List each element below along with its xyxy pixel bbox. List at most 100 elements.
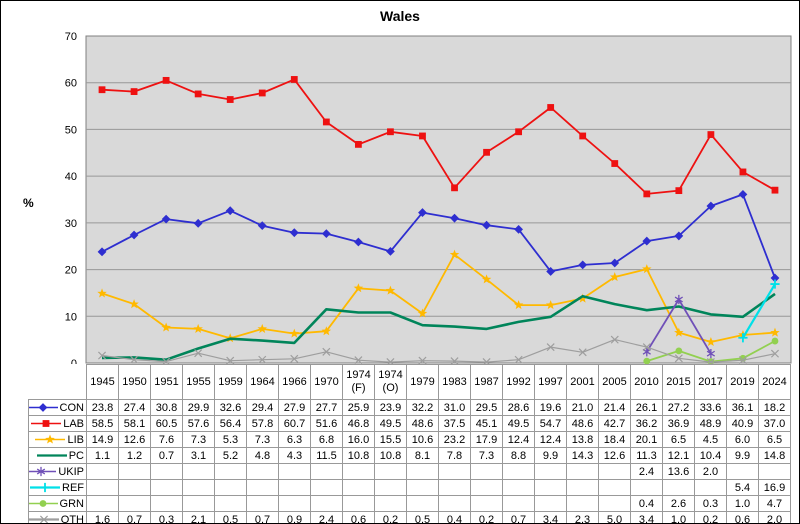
value-cell bbox=[150, 479, 183, 496]
year-header: 1966 bbox=[278, 364, 311, 400]
value-cell: 19.6 bbox=[534, 399, 567, 416]
LIB-marker-icon bbox=[321, 326, 332, 336]
value-cell: 0.2 bbox=[374, 511, 407, 523]
REF-legend-marker-icon bbox=[40, 482, 50, 493]
value-cell bbox=[502, 479, 535, 496]
value-cell: 10.4 bbox=[694, 447, 727, 464]
value-cell: 2.4 bbox=[310, 511, 343, 523]
value-cell: 4.7 bbox=[758, 495, 791, 512]
legend-key-REF: REF bbox=[28, 479, 87, 496]
y-tick-label: 30 bbox=[65, 218, 77, 230]
series-name: UKIP bbox=[58, 465, 84, 478]
value-cell bbox=[310, 479, 343, 496]
LIB-marker-icon bbox=[257, 323, 268, 333]
LAB-marker-icon bbox=[579, 132, 587, 140]
LAB-marker-icon bbox=[258, 89, 266, 97]
value-cell: 3.1 bbox=[182, 447, 215, 464]
value-cell bbox=[502, 463, 535, 480]
value-cell: 13.6 bbox=[662, 463, 695, 480]
legend-key-PC: PC bbox=[28, 447, 87, 464]
LIB-marker-icon bbox=[770, 327, 780, 337]
legend-key-UKIP: UKIP bbox=[28, 463, 87, 480]
value-cell bbox=[182, 479, 215, 496]
value-cell bbox=[182, 463, 215, 480]
CON-marker-icon bbox=[738, 189, 748, 199]
LAB-marker-icon bbox=[387, 128, 394, 136]
value-cell: 7.3 bbox=[182, 431, 215, 448]
value-cell: 14.3 bbox=[566, 447, 599, 464]
value-cell bbox=[342, 495, 375, 512]
value-cell bbox=[598, 479, 631, 496]
value-cell: 12.6 bbox=[598, 447, 631, 464]
table-row-LAB: LAB 58.5 58.1 60.5 57.6 56.4 57.8 60.7 51.6 46.8 4… bbox=[28, 415, 791, 432]
CON-marker-icon bbox=[578, 260, 588, 270]
OTH-marker-icon bbox=[194, 349, 203, 358]
LAB-marker-icon bbox=[643, 190, 651, 198]
LAB-marker-icon bbox=[675, 187, 683, 195]
value-cell: 29.9 bbox=[182, 399, 215, 416]
value-cell bbox=[150, 495, 183, 512]
series-name: LIB bbox=[67, 433, 84, 446]
OTH-marker-icon bbox=[97, 351, 107, 360]
value-cell bbox=[118, 479, 151, 496]
value-cell: 58.5 bbox=[86, 415, 119, 432]
value-cell: 36.2 bbox=[630, 415, 663, 432]
CON-marker-icon bbox=[129, 230, 139, 240]
OTH-marker-icon bbox=[546, 343, 555, 352]
value-cell: 1.6 bbox=[86, 511, 119, 523]
value-cell bbox=[374, 463, 407, 480]
value-cell: 45.1 bbox=[470, 415, 503, 432]
value-cell: 2.6 bbox=[662, 495, 695, 512]
value-cell: 6.5 bbox=[662, 431, 695, 448]
LAB-marker-icon bbox=[771, 186, 779, 194]
value-cell: 2.0 bbox=[758, 511, 791, 523]
OTH-marker-icon bbox=[674, 354, 683, 363]
OTH-marker-icon bbox=[226, 356, 235, 364]
OTH-marker-icon bbox=[610, 335, 619, 344]
value-cell: 18.2 bbox=[758, 399, 791, 416]
value-cell bbox=[342, 479, 375, 496]
value-cell: 49.5 bbox=[374, 415, 407, 432]
LIB-legend-icon bbox=[35, 434, 66, 444]
CON-marker-icon bbox=[610, 258, 620, 268]
OTH-marker-icon bbox=[386, 358, 395, 364]
value-cell bbox=[246, 495, 279, 512]
UKIP-legend-icon bbox=[29, 466, 57, 477]
year-header: 2015 bbox=[662, 364, 695, 400]
value-cell: 14.8 bbox=[758, 447, 791, 464]
value-cell: 17.9 bbox=[470, 431, 503, 448]
CON-marker-icon bbox=[321, 229, 331, 239]
LAB-marker-icon bbox=[354, 140, 362, 148]
CON-marker-icon bbox=[353, 237, 363, 247]
series-line-OTH bbox=[101, 339, 776, 363]
chart-title: Wales bbox=[380, 8, 420, 24]
LAB-marker-icon bbox=[611, 160, 619, 167]
CON-marker-icon bbox=[514, 224, 524, 234]
value-cell: 4.5 bbox=[694, 431, 727, 448]
value-cell: 36.9 bbox=[662, 415, 695, 432]
value-cell: 10.8 bbox=[374, 447, 407, 464]
CON-marker-icon bbox=[225, 206, 235, 216]
OTH-marker-icon bbox=[322, 347, 331, 356]
value-cell bbox=[406, 463, 439, 480]
value-cell bbox=[470, 463, 503, 480]
UKIP-marker-icon bbox=[674, 294, 683, 305]
value-cell: 0.9 bbox=[278, 511, 311, 523]
series-line-LAB bbox=[101, 78, 776, 195]
value-cell: 3.4 bbox=[534, 511, 567, 523]
OTH-marker-icon bbox=[482, 358, 491, 364]
value-cell: 0.4 bbox=[438, 511, 471, 523]
value-cell bbox=[438, 495, 471, 512]
value-cell: 4.3 bbox=[278, 447, 311, 464]
value-cell: 0.6 bbox=[726, 511, 759, 523]
year-header-row: 1945 1950 1951 1955 1959 1964 1966 1970 1974 (F)… bbox=[28, 364, 791, 400]
value-cell bbox=[598, 463, 631, 480]
value-cell: 5.2 bbox=[214, 447, 247, 464]
LIB-marker-icon bbox=[609, 272, 620, 282]
value-cell: 49.5 bbox=[502, 415, 535, 432]
value-cell bbox=[758, 463, 791, 480]
value-cell bbox=[278, 479, 311, 496]
year-header: 1992 bbox=[502, 364, 535, 400]
value-cell: 37.0 bbox=[758, 415, 791, 432]
